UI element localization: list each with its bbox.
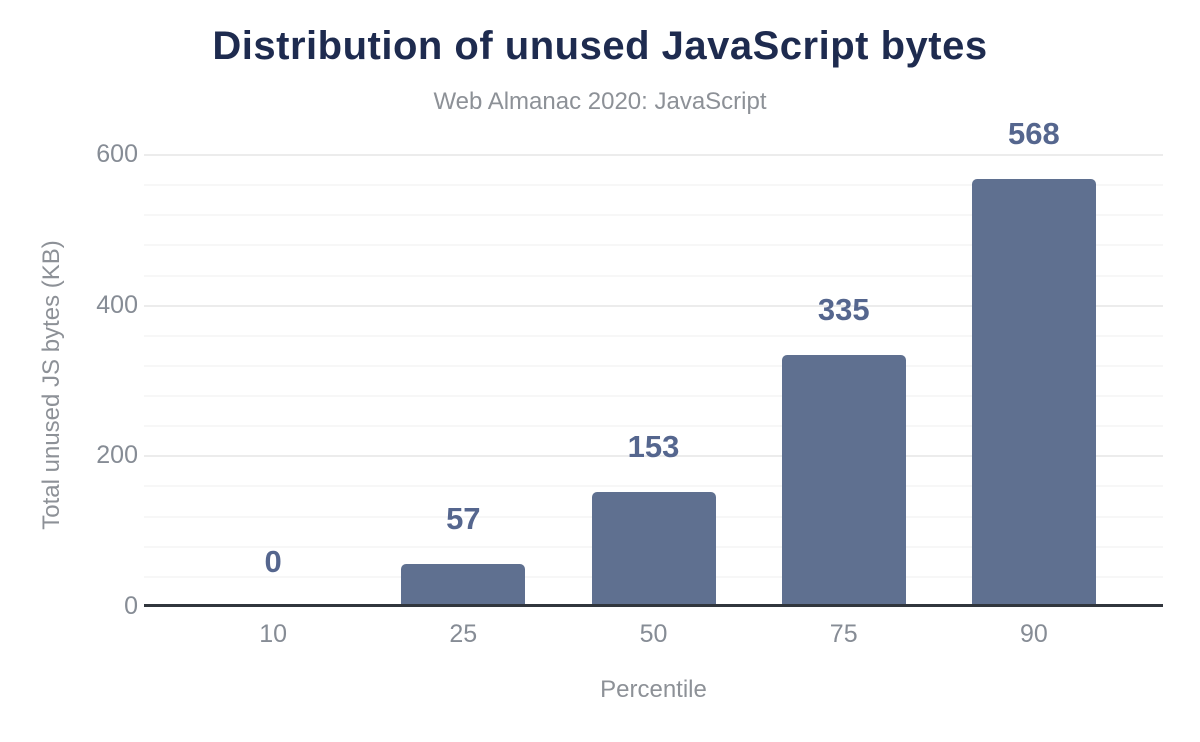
gridline-minor xyxy=(144,395,1163,398)
x-tick-label: 90 xyxy=(1020,620,1048,648)
bar-value-label: 0 xyxy=(264,544,282,579)
y-tick-label: 400 xyxy=(96,290,138,319)
gridline-minor xyxy=(144,184,1163,187)
bar-column: 335 75 xyxy=(749,155,939,648)
x-axis-title: Percentile xyxy=(600,676,707,703)
bar-columns: 0 10 57 25 153 50 335 75 568 90 xyxy=(144,118,1163,648)
bar-column: 57 25 xyxy=(368,155,558,648)
x-axis-line xyxy=(144,604,1163,607)
y-tick-label: 0 xyxy=(124,592,138,620)
bar-50th-percentile[interactable] xyxy=(591,491,716,607)
bar-value-label: 57 xyxy=(446,501,481,537)
gridline-major xyxy=(144,154,1163,156)
gridline-minor xyxy=(144,485,1163,488)
plot-area: 0 10 57 25 153 50 335 75 568 90 xyxy=(144,118,1163,648)
bar-value-label: 568 xyxy=(1008,116,1060,152)
bar-column: 153 50 xyxy=(558,155,748,648)
y-tick-label: 200 xyxy=(96,441,138,470)
chart-title: Distribution of unused JavaScript bytes xyxy=(212,24,988,68)
x-tick-label: 75 xyxy=(829,620,858,648)
y-axis-tick-labels: 0 200 400 600 xyxy=(0,141,138,619)
gridline-major xyxy=(144,455,1163,458)
gridline-major xyxy=(144,304,1163,307)
gridline-minor xyxy=(144,364,1163,367)
bar-column: 568 90 xyxy=(939,118,1129,648)
gridline-minor xyxy=(144,334,1163,337)
y-tick-label: 600 xyxy=(96,140,138,168)
gridline-minor xyxy=(144,274,1163,277)
gridline-minor xyxy=(144,244,1163,247)
bar-90th-percentile[interactable] xyxy=(971,179,1096,607)
gridline-minor xyxy=(144,214,1163,217)
x-tick-label: 50 xyxy=(639,620,668,648)
bar-75th-percentile[interactable] xyxy=(781,354,906,607)
bar-25th-percentile[interactable] xyxy=(401,564,526,607)
x-tick-label: 10 xyxy=(259,620,287,648)
bar-value-label: 153 xyxy=(627,428,680,464)
gridline-minor xyxy=(144,425,1163,428)
bar-column: 0 10 xyxy=(178,155,368,648)
x-tick-label: 25 xyxy=(449,620,478,648)
bar-value-label: 335 xyxy=(817,291,870,327)
chart-subtitle: Web Almanac 2020: JavaScript xyxy=(433,88,767,115)
